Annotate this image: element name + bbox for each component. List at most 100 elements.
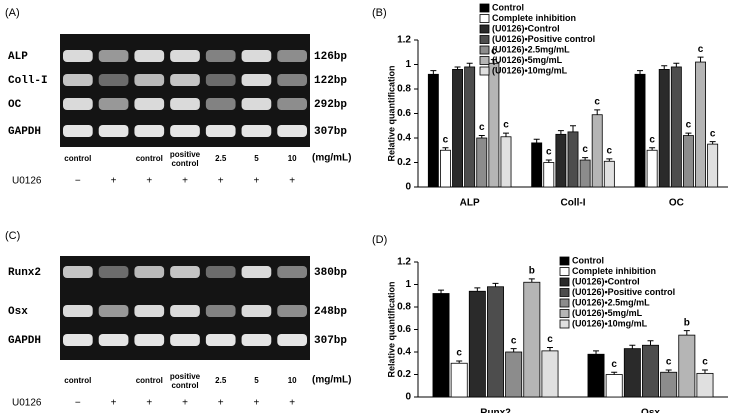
significance-label: c [611,359,617,370]
gel-band [98,125,129,137]
gel-band [170,125,200,137]
error-bar [661,65,668,70]
gel-band [241,125,272,137]
y-tick-label: 1 [405,279,411,290]
significance-label: c [546,147,552,158]
y-tick-label: 0.4 [397,347,411,358]
bar [660,371,678,398]
treatment-sign: + [289,176,295,187]
error-bar [611,371,618,375]
legend-label: (U0126)•Control [492,23,560,33]
y-tick-label: 0.2 [397,157,411,168]
y-tick-label: 1.2 [397,257,411,268]
bar [555,133,567,188]
error-bar [647,340,654,346]
error-bar [454,66,461,70]
unit-label: (mg/mL) [312,153,351,164]
y-tick-label: 0.2 [397,369,411,380]
bar [623,348,641,398]
gel-band [170,305,200,317]
gel-band [205,266,236,278]
legend-label: Control [572,255,604,265]
significance-label: b [684,317,690,328]
gel-band [170,50,200,62]
gene-label: Coll-I [8,75,48,87]
gel-band [63,266,93,278]
y-tick-label: 1 [405,59,411,70]
bar [695,61,706,188]
y-tick-label: 0.4 [397,133,411,144]
legend-label: (U0126)•2.5mg/mL [492,44,570,54]
treatment-sign: − [75,176,81,187]
treatment-sign: + [182,398,188,409]
treatment-sign: + [111,398,117,409]
bar [452,69,464,188]
bar [476,137,488,188]
y-tick-label: 0.6 [397,324,411,335]
size-label: 126bp [314,51,347,63]
legend-swatch [559,319,570,329]
legend-swatch [559,309,570,318]
gel-band [241,50,272,62]
legend-label: (U0126)•2.5mg/mL [572,297,650,307]
gel-band [170,74,200,86]
lane-label: control [135,154,163,163]
error-bar [430,70,437,75]
treatment-label: U0126 [12,176,42,187]
gel-band [98,305,129,317]
size-label: 248bp [314,306,347,318]
gel-band [134,98,165,110]
panel-label: (D) [372,234,387,246]
lane-label: 2.5 [215,376,227,385]
gel-band [134,305,165,317]
error-bar [683,330,690,336]
bar [488,62,500,188]
gel-band [98,334,129,346]
gel-band [277,98,307,110]
bar [464,66,476,188]
error-bar [490,59,497,64]
y-tick-label: 1.2 [397,35,411,46]
bar [634,73,646,188]
error-bar [629,344,636,349]
lane-label: positive control [169,372,201,390]
x-tick-label: Osx [641,408,660,413]
bar [440,149,451,188]
treatment-sign: + [254,398,260,409]
lane-label: control [64,154,92,163]
legend-swatch [559,298,570,308]
lane-label: control [64,376,92,385]
size-label: 307bp [314,126,347,138]
legend-swatch [479,56,490,65]
bar [427,73,439,188]
significance-label: c [456,348,462,359]
bar [587,353,605,398]
lane-label: 5 [254,154,259,163]
legend-label: Control [492,2,524,12]
lane-label: 10 [287,376,297,385]
bar [543,162,555,188]
bar [678,334,696,398]
treatment-sign: + [146,176,152,187]
gel-band [277,74,307,86]
error-bar [557,130,564,135]
size-label: 122bp [314,75,347,87]
significance-label: b [529,266,535,277]
error-bar [709,141,716,145]
legend-swatch [479,45,490,55]
gel-band [98,266,129,278]
error-bar [492,282,499,287]
gel-band [63,125,93,137]
gel-band [134,334,165,346]
gene-label: Osx [8,306,28,318]
legend-swatch [559,267,570,276]
significance-label: c [686,120,692,131]
significance-label: c [479,122,485,133]
x-tick-label: OC [669,198,684,209]
bar [670,66,682,188]
significance-label: c [649,134,655,145]
legend-swatch [559,256,570,266]
gel-band [134,50,165,62]
error-bar [510,348,517,352]
